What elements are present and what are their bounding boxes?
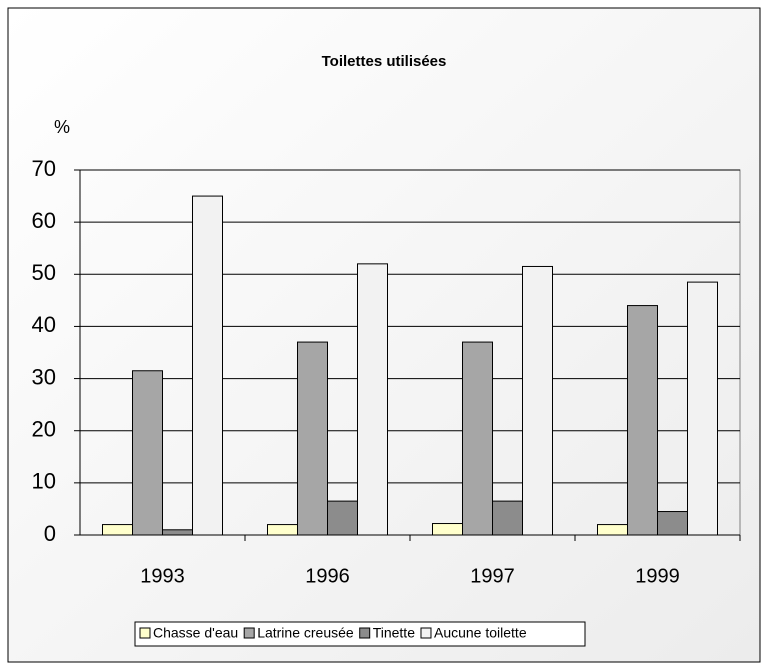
y-tick-label: 40 — [32, 312, 56, 337]
y-tick-label: 30 — [32, 364, 56, 389]
bar — [432, 523, 463, 536]
legend-label: Latrine creusée — [257, 625, 354, 641]
bar — [162, 529, 193, 536]
legend-swatch — [359, 627, 371, 639]
x-tick-label: 1996 — [305, 565, 350, 587]
bar — [132, 370, 163, 536]
y-tick-label: 50 — [32, 260, 56, 285]
x-tick-label: 1993 — [140, 565, 185, 587]
y-tick-label: 0 — [44, 521, 56, 546]
bar — [297, 341, 328, 536]
x-tick-label: 1997 — [470, 565, 515, 587]
bar — [102, 524, 133, 536]
bar — [327, 500, 358, 536]
bar — [492, 500, 523, 536]
bar — [627, 305, 658, 536]
legend-label: Tinette — [373, 625, 415, 641]
bar — [597, 524, 628, 536]
bar — [687, 281, 718, 536]
y-tick-label: 20 — [32, 417, 56, 442]
bar — [522, 265, 553, 536]
x-tick-label: 1999 — [635, 565, 680, 587]
bar — [462, 341, 493, 536]
y-tick-label: 10 — [32, 469, 56, 494]
legend-label: Chasse d'eau — [153, 625, 238, 641]
bar — [192, 195, 223, 536]
bar — [357, 263, 388, 536]
y-tick-label: 70 — [32, 156, 56, 181]
y-axis-label: % — [54, 117, 70, 137]
legend-label: Aucune toilette — [434, 625, 527, 641]
bar — [267, 524, 298, 536]
chart-title: Toilettes utilisées — [322, 53, 447, 70]
y-tick-label: 60 — [32, 208, 56, 233]
legend-swatch — [139, 627, 151, 639]
bar — [657, 511, 688, 536]
legend-swatch — [420, 627, 432, 639]
legend-swatch — [243, 627, 255, 639]
